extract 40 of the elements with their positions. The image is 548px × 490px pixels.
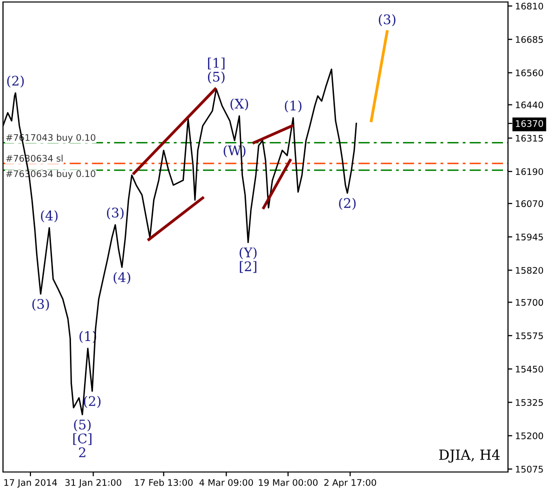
annotation: (3) [106,207,124,220]
y-tick-label: 16370 [516,120,544,127]
y-tick-label: 15945 [516,234,543,240]
annotation: (4) [114,272,130,284]
y-tick-label: 16190 [516,168,544,176]
annotation: 2 [79,447,86,458]
annotation: (2) [7,76,24,88]
y-tick-label: 16810 [516,2,544,10]
annotation: (5) [208,72,225,84]
y-tick-label: 15575 [516,332,543,340]
annotation: (1) [284,100,302,112]
y-tick-label: 15325 [516,399,543,406]
y-tick-label: 16560 [516,69,544,76]
y-tick-label: 16685 [516,36,543,43]
annotation: (3) [378,14,396,26]
annotation: [C] [73,433,92,445]
x-tick-label: 4 Mar 09:00 [199,479,253,486]
annotation: [1] [208,58,224,70]
y-tick-label: 16070 [516,200,544,208]
y-tick-label: 15700 [516,298,544,306]
annotation: (4) [40,210,58,222]
annotation: (2) [84,396,101,408]
x-tick-label: 19 Mar 00:00 [258,479,318,486]
y-tick-label: 16440 [516,101,544,108]
y-tick-label: 15820 [516,266,544,274]
annotation: (3) [32,298,49,311]
x-tick-label: 2 Apr 17:00 [324,479,376,488]
y-tick-label: 15200 [516,432,544,440]
x-tick-label: 17 Jan 2014 [4,479,57,488]
annotation: DJIA, H4 [439,449,500,463]
annotation: (5) [74,419,91,432]
x-tick-label: 17 Feb 13:00 [135,478,193,486]
y-tick-label: 15075 [516,466,543,473]
y-tick-label: 16315 [516,134,543,142]
annotation: (Y) [240,247,257,260]
x-tick-label: 31 Jan 21:00 [65,479,122,488]
annotation: (2) [339,198,356,210]
annotation: [2] [240,261,256,273]
annotation: (X) [230,98,248,111]
y-tick-label: 15450 [516,366,544,373]
